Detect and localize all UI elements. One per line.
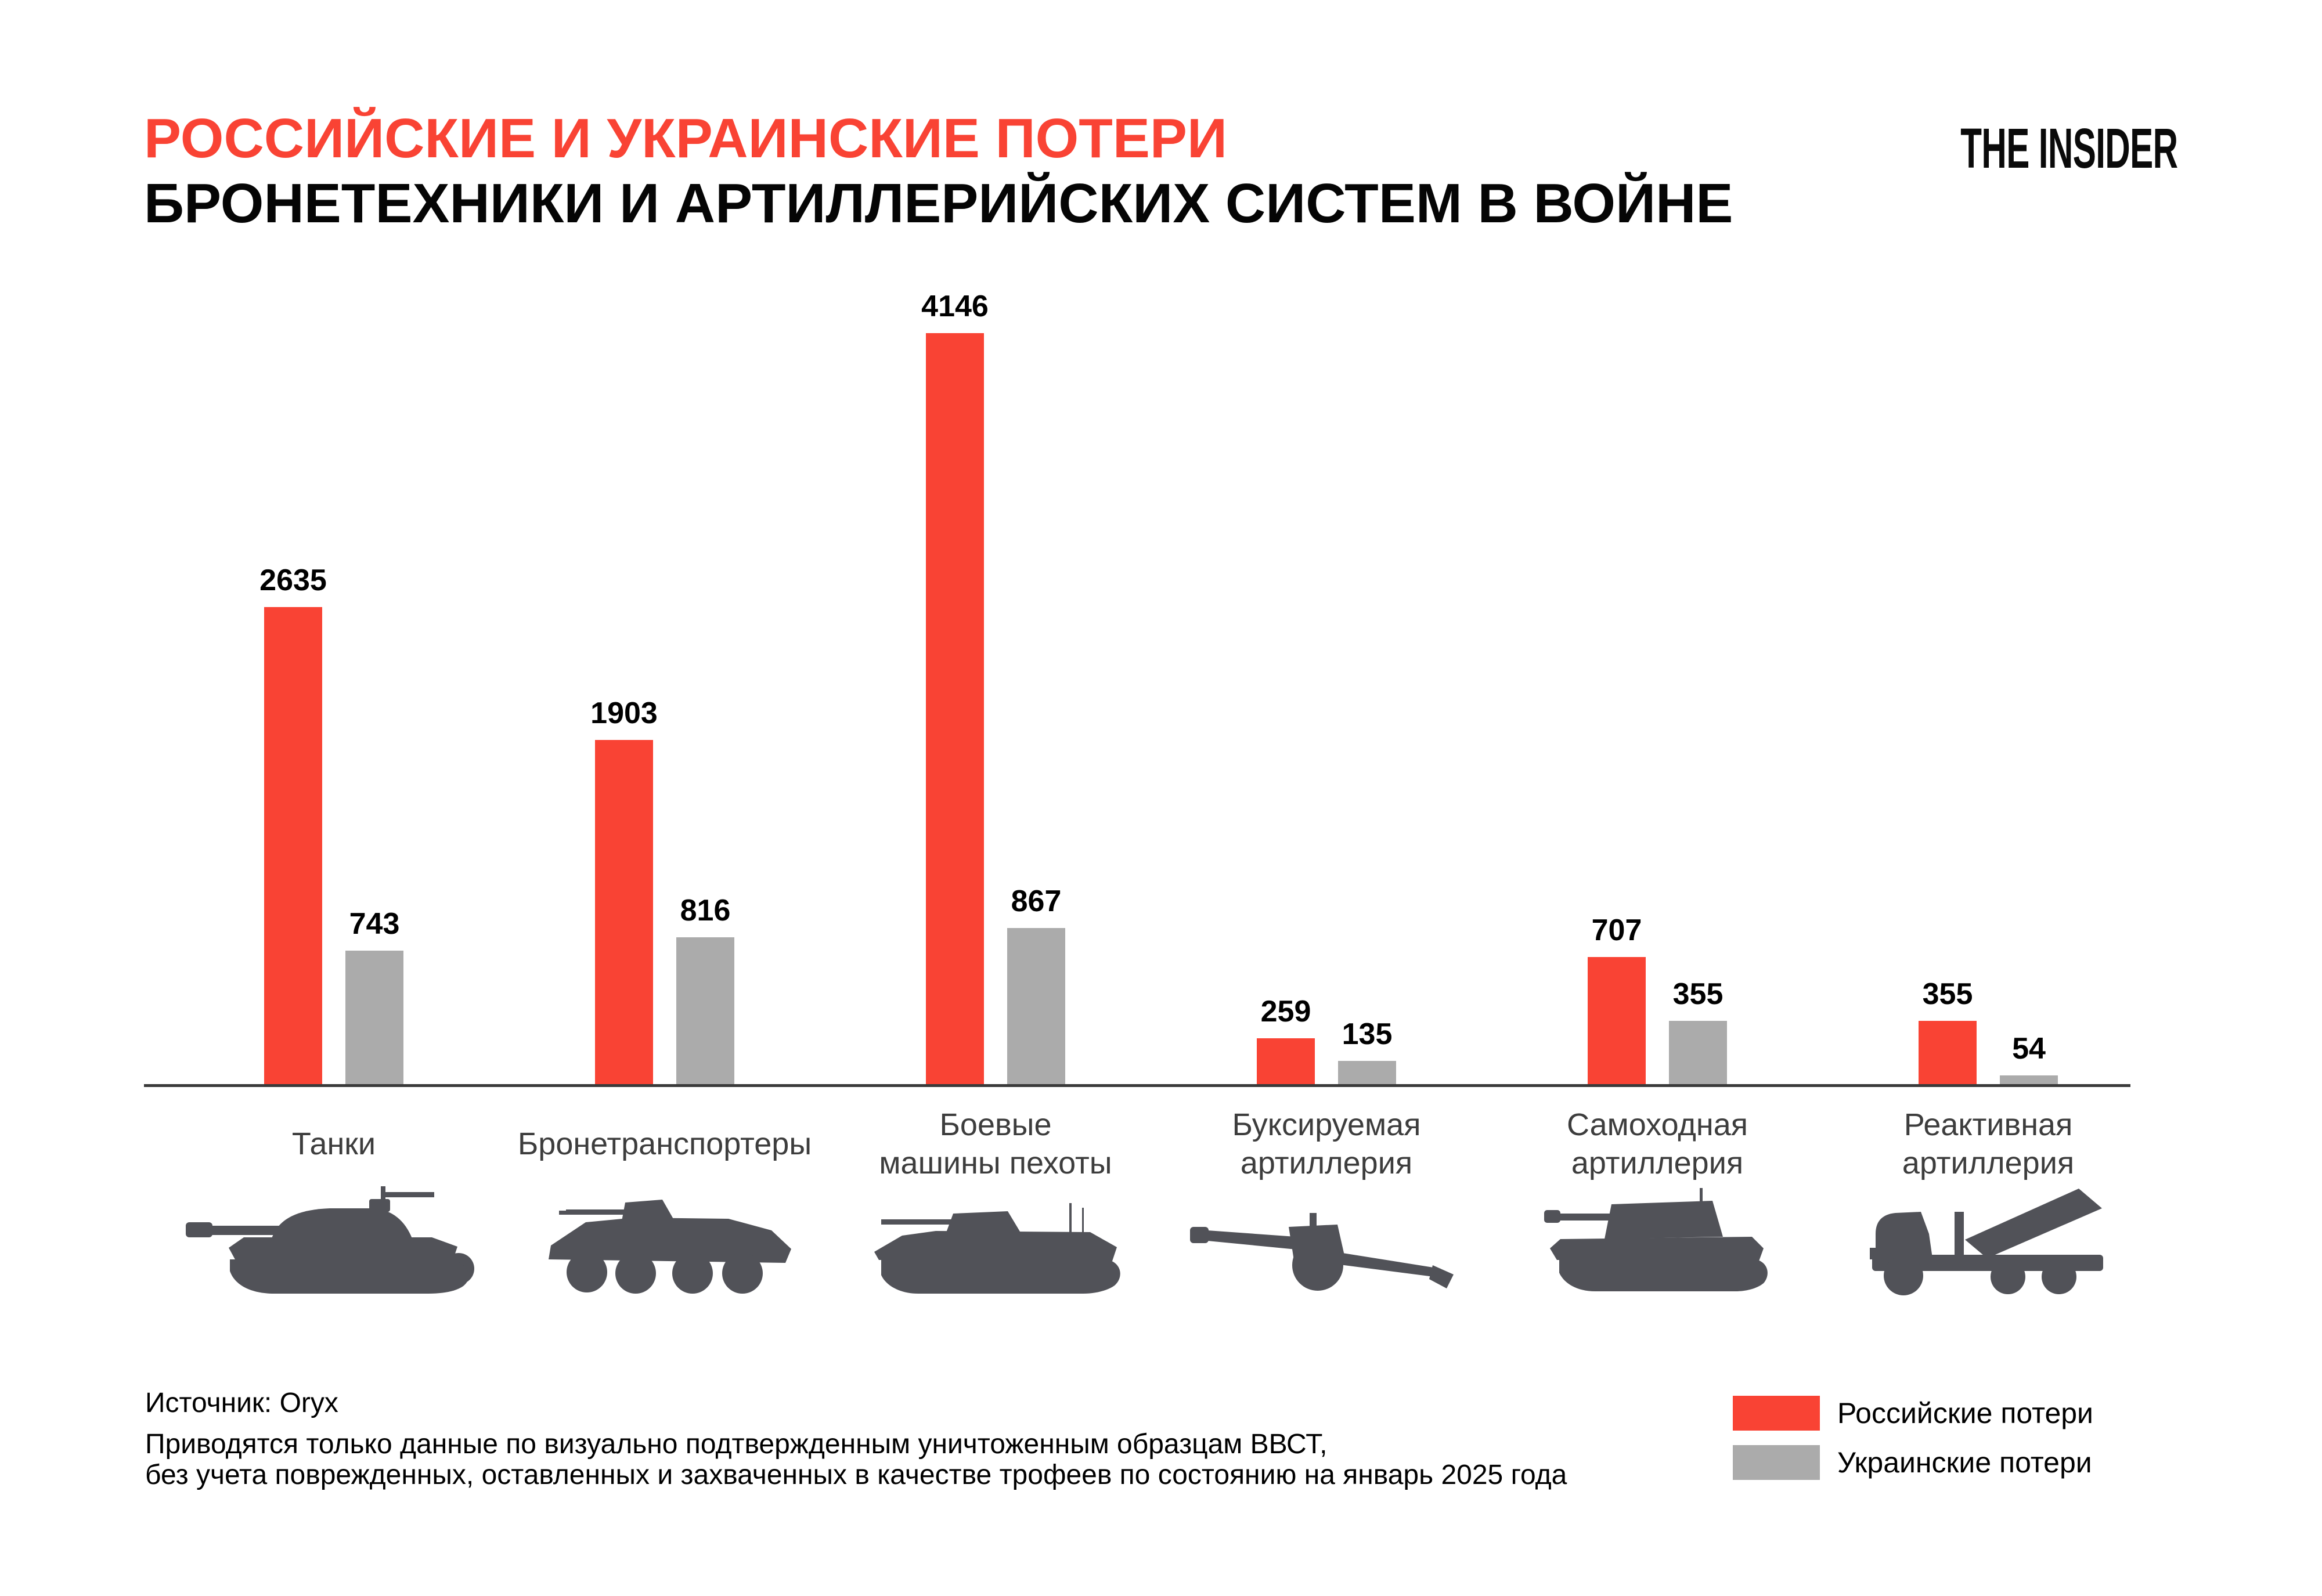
the-insider-logo: THE INSIDER	[1960, 117, 2178, 180]
ifv-icon-holder	[865, 1194, 1126, 1295]
tank-icon	[186, 1186, 474, 1294]
value-label-russian: 355	[1922, 977, 1973, 1011]
category-label: Танки	[171, 1100, 496, 1187]
category-label: Бронетранспортеры	[502, 1100, 827, 1187]
value-label-ukrainian: 54	[2012, 1032, 2046, 1066]
source-note: Источник: Oryx Приводятся только данные …	[145, 1388, 1567, 1491]
bar-russian	[1257, 1038, 1315, 1085]
ifv-icon	[874, 1203, 1120, 1294]
self-propelled-artillery-icon	[1544, 1188, 1768, 1291]
category-label-line: артиллерия	[1902, 1146, 2075, 1180]
bar-ukrainian	[1338, 1061, 1396, 1085]
page-title-line-2: БРОНЕТЕХНИКИ И АРТИЛЛЕРИЙСКИХ СИСТЕМ В В…	[144, 172, 1733, 234]
bar-russian	[926, 333, 984, 1085]
self-propelled-artillery-icon-holder	[1544, 1188, 1771, 1295]
mlrs-icon-holder	[1866, 1179, 2110, 1295]
legend-item-russian: Российские потери	[1733, 1396, 2255, 1431]
category-label-line: Бронетранспортеры	[517, 1126, 812, 1161]
value-label-ukrainian: 355	[1672, 977, 1724, 1011]
page-title: РОССИЙСКИЕ И УКРАИНСКИЕ ПОТЕРИ БРОНЕТЕХН…	[144, 106, 1733, 236]
category-label-line: артиллерия	[1571, 1146, 1744, 1180]
category-label-line: Самоходная	[1566, 1107, 1748, 1142]
bar-russian	[264, 607, 322, 1085]
category-label-line: артиллерия	[1240, 1146, 1413, 1180]
legend: Российские потери Украинские потери	[1733, 1396, 2255, 1494]
bar-russian	[1919, 1021, 1977, 1085]
towed-howitzer-icon-holder	[1190, 1203, 1463, 1295]
bar-russian	[1588, 957, 1646, 1085]
legend-label-ukrainian: Украинские потери	[1837, 1446, 2092, 1479]
category-label-line: Танки	[291, 1126, 376, 1161]
apc-icon-holder	[537, 1191, 792, 1295]
russian-losses-swatch	[1733, 1396, 1820, 1431]
value-label-russian: 259	[1260, 995, 1311, 1028]
tank-icon-holder	[186, 1179, 482, 1295]
bar-ukrainian	[1007, 928, 1065, 1085]
bar-russian	[595, 740, 653, 1085]
mlrs-icon	[1870, 1189, 2103, 1295]
page-title-line-1: РОССИЙСКИЕ И УКРАИНСКИЕ ПОТЕРИ	[144, 107, 1227, 169]
value-label-ukrainian: 867	[1011, 884, 1062, 918]
legend-item-ukrainian: Украинские потери	[1733, 1445, 2255, 1480]
legend-label-russian: Российские потери	[1837, 1397, 2093, 1429]
category-label: Боевые машины пехоты	[833, 1100, 1158, 1187]
ukrainian-losses-swatch	[1733, 1445, 1820, 1480]
value-label-russian: 2635	[259, 564, 327, 597]
bar-ukrainian	[1669, 1021, 1727, 1085]
category-label-line: Буксируемая	[1232, 1107, 1421, 1142]
apc-icon	[549, 1200, 791, 1294]
value-label-ukrainian: 816	[680, 894, 731, 927]
x-axis-line	[144, 1084, 2130, 1087]
bar-ukrainian	[2000, 1075, 2058, 1085]
value-label-ukrainian: 743	[349, 907, 400, 941]
value-label-russian: 1903	[590, 696, 658, 730]
category-label: Буксируемая артиллерия	[1164, 1100, 1489, 1187]
disclaimer-line-1: Приводятся только данные по визуально по…	[145, 1429, 1328, 1460]
category-label: Реактивная артиллерия	[1826, 1100, 2151, 1187]
value-label-ukrainian: 135	[1342, 1017, 1393, 1051]
category-label-line: Реактивная	[1903, 1107, 2073, 1142]
category-label: Самоходная артиллерия	[1495, 1100, 1820, 1187]
bar-ukrainian	[676, 937, 734, 1085]
source-line: Источник: Oryx	[145, 1388, 338, 1418]
towed-howitzer-icon	[1190, 1213, 1454, 1291]
category-label-line: машины пехоты	[879, 1146, 1112, 1180]
category-label-line: Боевые	[939, 1107, 1052, 1142]
bar-ukrainian	[345, 951, 403, 1085]
value-label-russian: 707	[1591, 913, 1642, 947]
value-label-russian: 4146	[921, 290, 989, 323]
disclaimer-line-2: без учета поврежденных, оставленных и за…	[145, 1460, 1567, 1490]
